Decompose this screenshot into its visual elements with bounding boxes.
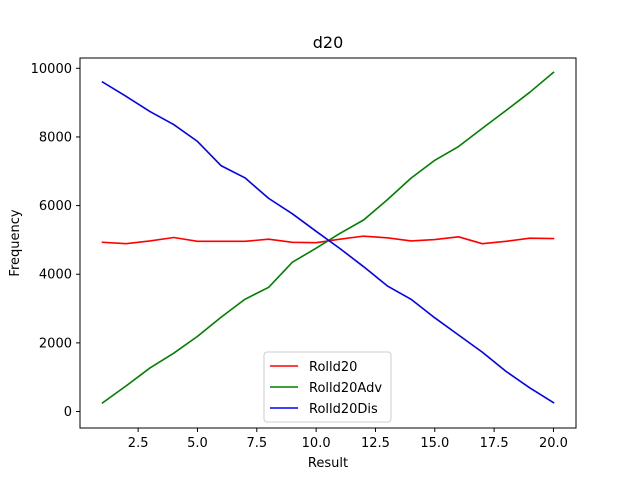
- y-tick-label: 10000: [31, 62, 72, 77]
- lines-group: [101, 71, 555, 405]
- legend-label-rolld20adv: Rolld20Adv: [309, 381, 382, 396]
- plot-frame: [79, 57, 577, 429]
- y-tick-label: 4000: [39, 268, 72, 283]
- x-tick-label: 15.0: [420, 436, 449, 451]
- y-tick-label: 0: [64, 405, 72, 420]
- x-tick-label: 10.0: [302, 436, 331, 451]
- legend-label-rolld20: Rolld20: [309, 360, 357, 375]
- x-tick-label: 7.5: [246, 436, 267, 451]
- x-ticks: 2.5 5.0 7.5 10.0 12.5 15.0 17.5 20.0: [128, 428, 568, 451]
- chart-title: d20: [313, 33, 344, 52]
- x-tick-label: 20.0: [539, 436, 568, 451]
- x-tick-label: 5.0: [187, 436, 208, 451]
- x-axis-label: Result: [308, 456, 348, 471]
- legend-label-rolld20dis: Rolld20Dis: [309, 402, 378, 417]
- y-ticks: 0 2000 4000 6000 8000 10000: [31, 62, 80, 420]
- y-tick-label: 2000: [39, 336, 72, 351]
- y-tick-label: 6000: [39, 199, 72, 214]
- legend: Rolld20 Rolld20Adv Rolld20Dis: [263, 351, 392, 423]
- x-tick-label: 12.5: [361, 436, 390, 451]
- legend-box: [263, 351, 392, 423]
- y-tick-label: 8000: [39, 130, 72, 145]
- x-tick-label: 17.5: [480, 436, 509, 451]
- x-tick-label: 2.5: [128, 436, 149, 451]
- y-axis-label: Frequency: [8, 209, 23, 276]
- series-line-rolld20dis: [101, 80, 555, 404]
